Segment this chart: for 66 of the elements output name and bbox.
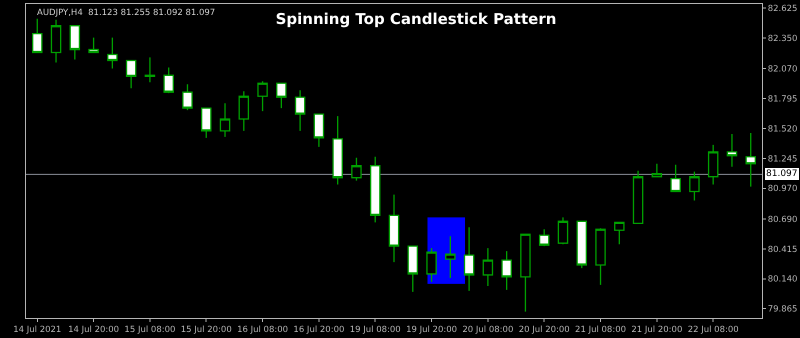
candlestick [314,113,324,148]
candlestick [632,170,644,224]
candlestick [182,84,193,111]
x-tick-label: 21 Jul 08:00 [575,325,626,336]
candlestick [238,90,250,132]
x-tick-label: 14 Jul 20:00 [68,325,120,336]
candlestick [200,107,212,139]
candlestick [107,36,118,70]
candlestick [276,82,287,109]
y-tick-label: 82.625 [768,4,798,14]
candlestick [614,222,625,245]
ref-line-label: 81.097 [766,169,798,179]
y-tick-label: 80.690 [768,214,798,225]
candlestick [558,216,568,245]
candlestick [408,246,418,292]
candlestick [388,194,400,263]
candlestick [126,60,136,89]
x-tick-label: 21 Jul 20:00 [631,325,682,336]
y-tick-label: 81.520 [768,124,798,134]
candlestick [332,115,343,186]
candlestick [464,226,474,292]
y-tick-label: 79.865 [768,304,798,315]
candlestick [294,90,306,132]
x-tick-label: 20 Jul 08:00 [462,325,514,336]
x-tick-label: 15 Jul 08:00 [124,325,176,336]
candlestick [482,247,494,287]
x-tick-label: 16 Jul 08:00 [237,325,288,336]
y-tick-label: 82.350 [768,34,798,44]
x-tick-label: 19 Jul 08:00 [350,325,401,336]
candlestick [351,157,362,182]
candlestick [726,133,738,168]
candlestick [257,80,268,112]
candlestick [689,171,700,202]
candlestick [370,156,380,224]
y-tick-label: 81.795 [768,94,798,104]
x-tick-label: 22 Jul 08:00 [688,325,739,336]
y-tick-label: 80.415 [768,244,798,255]
candlestick [220,102,230,138]
candlestick [32,18,43,54]
candlestick [445,236,456,279]
candlestick [576,220,588,269]
x-tick-label: 14 Jul 2021 [13,325,62,336]
candlestick [652,163,662,178]
candlestick [88,36,99,54]
candlestick [708,144,718,186]
y-tick-label: 80.140 [768,274,798,285]
x-tick-label: 20 Jul 20:00 [518,325,570,336]
annotation: AUDJPY,H4 81.123 81.255 81.092 81.097 [37,8,216,18]
y-tick-label: 80.970 [768,184,798,194]
x-tick-label: 19 Jul 20:00 [406,325,458,336]
candlestick [70,25,80,60]
x-tick-label: 16 Jul 20:00 [293,325,344,336]
candlestick [520,234,531,312]
y-tick-label: 82.070 [768,64,798,74]
x-tick-label: 15 Jul 20:00 [180,325,232,336]
candlestick [501,250,512,291]
candlestick [426,247,437,283]
candlestick [670,164,681,192]
candlestick [595,228,606,286]
candlestick [745,132,756,188]
chart-title: Spinning Top Candlestick Pattern [276,10,556,28]
candlestick [538,228,550,247]
candlestick [50,19,62,64]
candlestick [163,66,174,94]
candlestick [144,56,156,83]
y-tick-label: 81.245 [768,154,798,164]
